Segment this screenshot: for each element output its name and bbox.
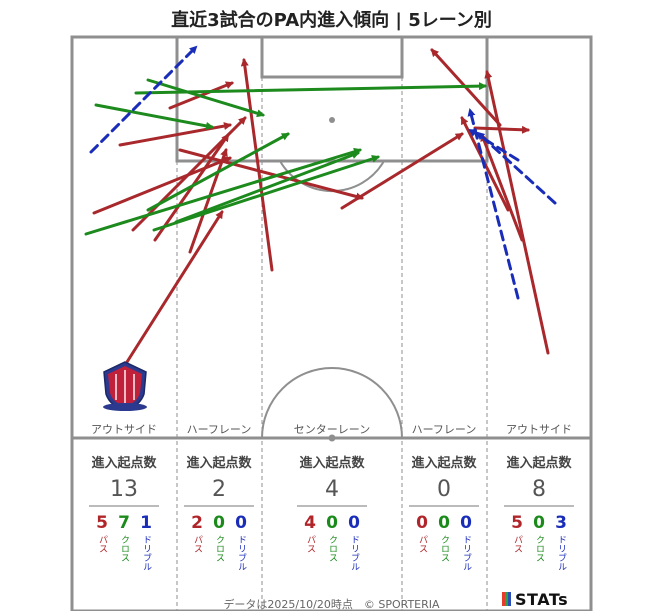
pass-count: 5: [96, 513, 108, 533]
divider: [89, 505, 159, 507]
divider: [504, 505, 574, 507]
brand-name: STATs: [515, 590, 569, 609]
pass-label: パス: [305, 535, 315, 553]
cross-count: 0: [533, 513, 545, 533]
pass-arrow: [473, 125, 530, 134]
pass-arrow: [188, 148, 228, 254]
lane-label-center: センターレーン: [293, 423, 371, 436]
dribble-count: 3: [555, 513, 567, 533]
pass-label: パス: [97, 535, 107, 553]
dribble-label: ドリブル: [556, 535, 566, 571]
cross-arrow: [84, 147, 362, 236]
dribble-label: ドリブル: [141, 535, 151, 571]
cross-arrow: [152, 155, 380, 232]
chart-title: 直近3試合のPA内進入傾向 | 5レーン別: [171, 10, 492, 31]
entry-count-header: 進入起点数: [299, 456, 365, 471]
dribble-arrow: [89, 45, 198, 154]
cross-count: 0: [213, 513, 225, 533]
dribble-label: ドリブル: [236, 535, 246, 571]
divider: [297, 505, 367, 507]
brand-logo: STATs: [502, 590, 568, 609]
dribble-label: ドリブル: [461, 535, 471, 571]
cross-arrow: [146, 78, 265, 118]
cross-arrow: [146, 132, 290, 212]
pass-arrow: [240, 58, 274, 272]
brand-mark-icon: [502, 592, 511, 606]
pass-arrow: [178, 148, 364, 201]
pass-arrow: [92, 156, 232, 215]
dribble-count: 0: [235, 513, 247, 533]
pass-count: 2: [191, 513, 203, 533]
entry-count-total: 0: [437, 477, 451, 502]
dribble-arrow: [468, 128, 520, 162]
dribble-count: 0: [460, 513, 472, 533]
lane-stats-center: 進入起点数 4 4 パス 0 クロス 0 ドリブル: [287, 452, 377, 571]
cross-label: クロス: [119, 535, 129, 562]
pass-arrow: [118, 122, 232, 147]
lane-label-left-halfspace: ハーフレーン: [186, 423, 252, 436]
pass-arrow: [480, 133, 524, 242]
entry-count-header: 進入起点数: [91, 456, 157, 471]
entry-count-total: 13: [110, 477, 138, 502]
entry-count-header: 進入起点数: [506, 456, 572, 471]
entry-count-total: 8: [532, 477, 546, 502]
lane-stats-left-outside: 進入起点数 13 5 パス 7 クロス 1 ドリブル: [79, 452, 169, 571]
divider: [409, 505, 479, 507]
lane-stats-right-halfspace: 進入起点数 0 0 パス 0 クロス 0 ドリブル: [399, 452, 489, 571]
goal-area: [260, 35, 404, 79]
lane-stats-left-halfspace: 進入起点数 2 2 パス 0 クロス 0 ドリブル: [174, 452, 264, 571]
lane-label-right-halfspace: ハーフレーン: [411, 423, 477, 436]
entry-count-header: 進入起点数: [186, 456, 252, 471]
entry-count-total: 2: [212, 477, 226, 502]
divider: [184, 505, 254, 507]
penalty-spot: [329, 117, 335, 123]
dribble-label: ドリブル: [349, 535, 359, 571]
center-circle: [261, 367, 403, 439]
pass-arrow: [484, 70, 550, 355]
dribble-arrow: [476, 131, 557, 205]
cross-count: 0: [326, 513, 338, 533]
club-crest-icon: [103, 361, 147, 411]
pass-count: 0: [416, 513, 428, 533]
dribble-count: 1: [140, 513, 152, 533]
entry-count-header: 進入起点数: [411, 456, 477, 471]
cross-label: クロス: [214, 535, 224, 562]
cross-label: クロス: [327, 535, 337, 562]
entry-arrows: [84, 45, 557, 364]
pass-arrow: [125, 210, 224, 364]
dribble-count: 0: [348, 513, 360, 533]
footer-credit: データは2025/10/20時点 © SPORTERIA: [223, 598, 440, 611]
pass-label: パス: [512, 535, 522, 553]
lane-label-right-outside: アウトサイド: [506, 423, 572, 436]
entry-count-total: 4: [325, 477, 339, 502]
pass-arrow: [340, 132, 464, 210]
cross-label: クロス: [439, 535, 449, 562]
lane-label-left-outside: アウトサイド: [91, 423, 157, 436]
pass-label: パス: [192, 535, 202, 553]
cross-arrow: [174, 151, 360, 224]
dribble-arrow: [467, 108, 520, 300]
pass-count: 5: [511, 513, 523, 533]
cross-count: 7: [118, 513, 130, 533]
pass-count: 4: [304, 513, 316, 533]
pass-label: パス: [417, 535, 427, 553]
cross-arrow: [134, 82, 487, 95]
lane-stats-right-outside: 進入起点数 8 5 パス 0 クロス 3 ドリブル: [494, 452, 584, 571]
center-spot: [328, 434, 336, 442]
cross-count: 0: [438, 513, 450, 533]
pitch-lines: [70, 35, 593, 611]
cross-arrow: [94, 103, 214, 130]
cross-label: クロス: [534, 535, 544, 562]
